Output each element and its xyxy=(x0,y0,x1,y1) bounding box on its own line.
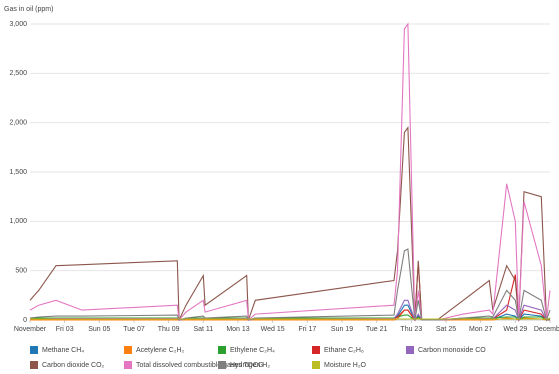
legend-swatch xyxy=(406,346,414,354)
x-tick-label: Tue 21 xyxy=(366,326,388,333)
x-tick-label: Sat 11 xyxy=(193,326,213,333)
legend-swatch xyxy=(30,346,38,354)
x-tick-label: Fri 03 xyxy=(56,326,74,333)
x-tick-label: Sun 05 xyxy=(88,326,110,333)
legend-swatch xyxy=(218,361,226,369)
x-tick-label: November xyxy=(14,326,47,333)
y-tick-label: 2,000 xyxy=(9,120,27,127)
series-line xyxy=(29,125,550,321)
y-tick-label: 0 xyxy=(23,317,27,324)
legend-swatch xyxy=(30,361,38,369)
y-tick-label: 3,000 xyxy=(9,21,27,28)
series-line xyxy=(29,248,551,322)
x-tick-label: Tue 07 xyxy=(123,326,145,333)
y-tick-label: 1,000 xyxy=(9,218,27,225)
legend-swatch xyxy=(124,346,132,354)
legend-label: Methane CH₄ xyxy=(42,347,84,354)
legend-label: Carbon dioxide CO₂ xyxy=(42,362,105,369)
legend-swatch xyxy=(312,346,320,354)
legend-swatch xyxy=(218,346,226,354)
y-tick-label: 2,500 xyxy=(9,70,27,77)
x-tick-label: Thu 09 xyxy=(158,326,180,333)
y-tick-label: 500 xyxy=(15,268,27,275)
legend-label: Moisture H₂O xyxy=(324,362,367,369)
y-axis-title: Gas in oil (ppm) xyxy=(4,6,53,13)
legend-swatch xyxy=(124,361,132,369)
x-tick-label: Sun 19 xyxy=(331,326,353,333)
legend-swatch xyxy=(312,361,320,369)
x-tick-label: Fri 17 xyxy=(298,326,316,333)
x-tick-label: December xyxy=(534,326,559,333)
legend-label: Ethane C₂H₆ xyxy=(324,347,364,354)
legend-label: Acetylene C₂H₂ xyxy=(136,347,185,354)
x-tick-label: Sat 25 xyxy=(436,326,456,333)
x-tick-label: Thu 23 xyxy=(400,326,422,333)
legend-label: Carbon monoxide CO xyxy=(418,347,486,354)
x-tick-label: Mon 27 xyxy=(469,326,492,333)
x-tick-label: Mon 13 xyxy=(226,326,249,333)
y-tick-label: 1,500 xyxy=(9,169,27,176)
legend-label: Ethylene C₂H₄ xyxy=(230,347,275,354)
legend-label: Total dissolved combustible gases TDCG xyxy=(136,362,263,369)
legend-label: Hydrogen H₂ xyxy=(230,362,270,369)
x-tick-label: Wed 15 xyxy=(261,326,285,333)
x-tick-label: Wed 29 xyxy=(503,326,527,333)
